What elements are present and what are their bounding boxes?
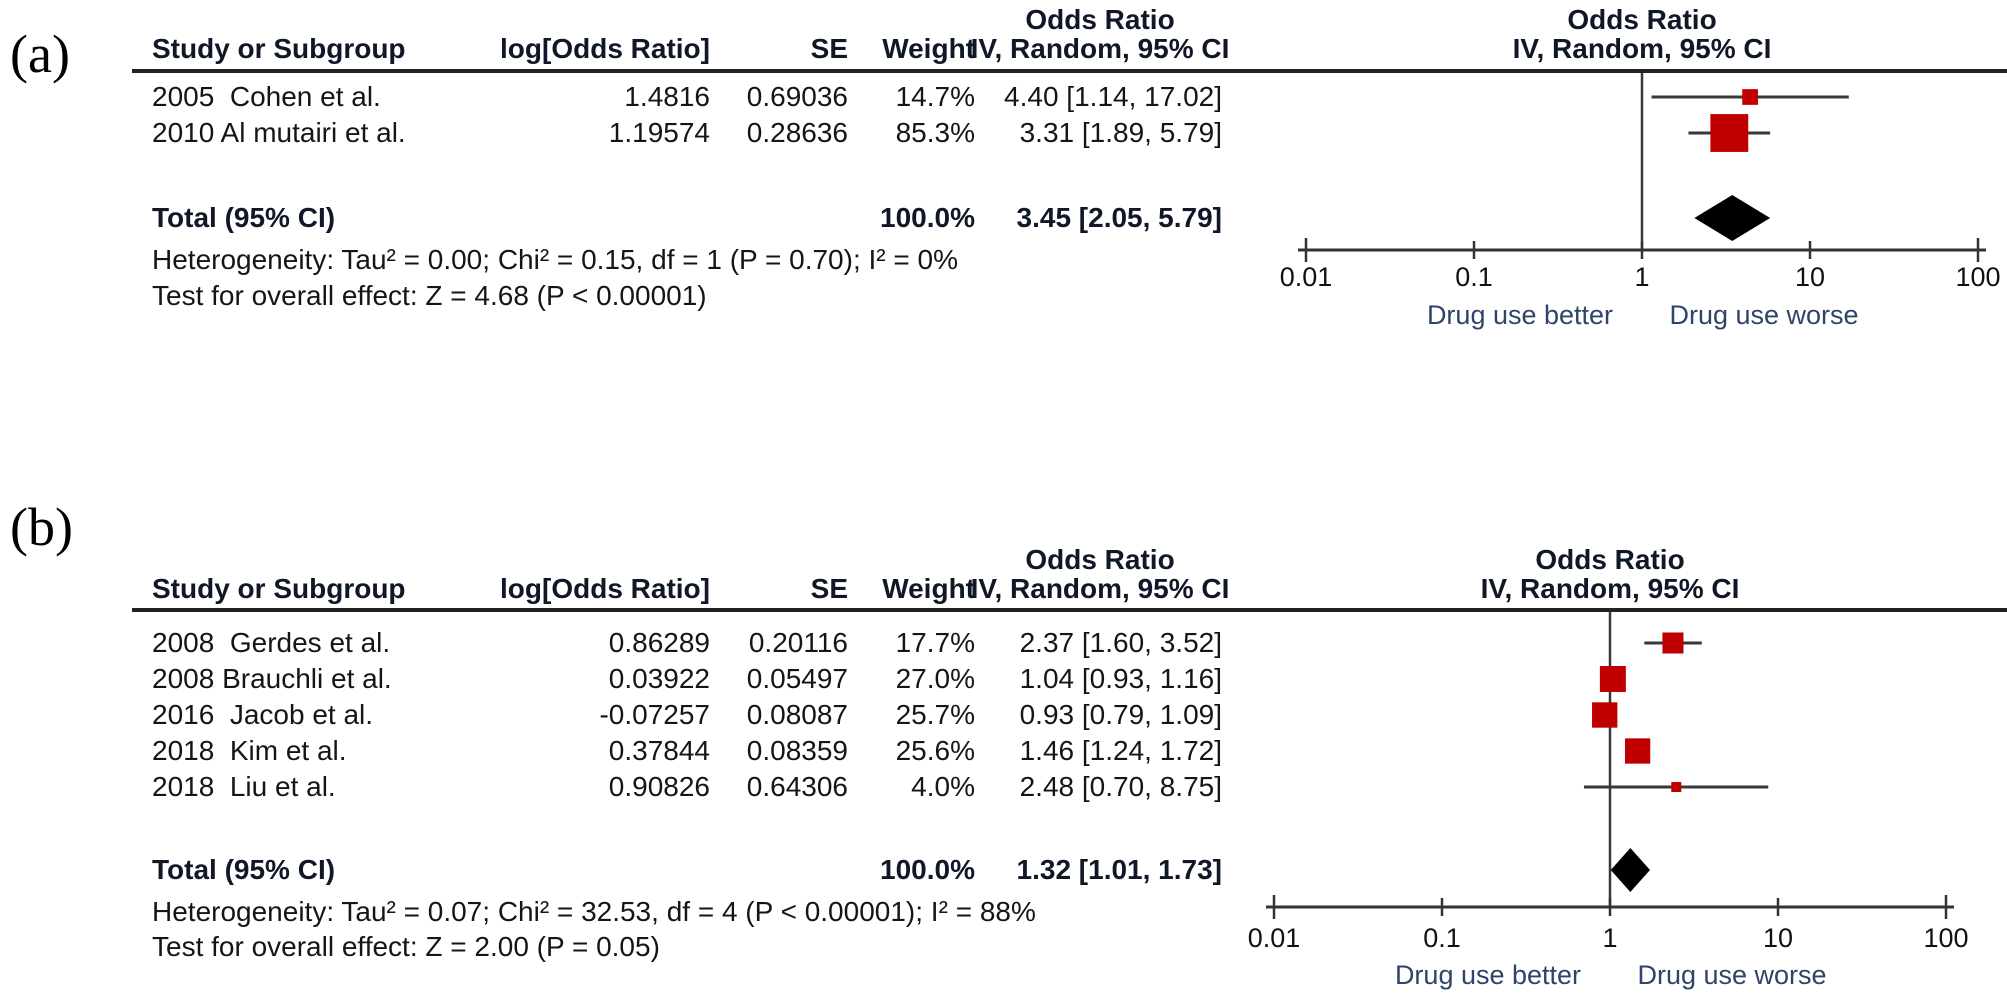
study-se: 0.05497	[746, 663, 848, 694]
panel-b-col-weight: Weight	[882, 573, 975, 604]
axis-left-label: Drug use better	[1427, 300, 1613, 330]
panel-a-header-rule	[132, 69, 2007, 73]
study-weight: 17.7%	[895, 627, 975, 658]
panel-b-label: (b)	[10, 497, 73, 557]
panel-a-heterogeneity: Heterogeneity: Tau² = 0.00; Chi² = 0.15,…	[152, 244, 958, 275]
axis-tick-label: 0.01	[1248, 923, 1301, 953]
study-name: 2018 Kim et al.	[152, 735, 347, 766]
panel-a-col-ci: IV, Random, 95% CI	[970, 33, 1230, 64]
panel-a-col-study: Study or Subgroup	[152, 33, 406, 64]
panel-a-label: (a)	[10, 24, 70, 84]
panel-a-col-log-or: log[Odds Ratio]	[500, 33, 710, 64]
study-log-odds-ratio: 0.90826	[608, 771, 710, 802]
study-ci-text: 4.40 [1.14, 17.02]	[1004, 81, 1222, 112]
panel-a-col-weight: Weight	[882, 33, 975, 64]
panel-b-col-log-or: log[Odds Ratio]	[500, 573, 710, 604]
panel-a-header-odds-ratio-left: Odds Ratio	[1025, 4, 1175, 35]
study-ci-text: 1.04 [0.93, 1.16]	[1019, 663, 1222, 694]
study-name: 2010 Al mutairi et al.	[152, 117, 406, 148]
study-name: 2016 Jacob et al.	[152, 699, 374, 730]
panel-a-overall-effect: Test for overall effect: Z = 4.68 (P < 0…	[152, 280, 707, 311]
weight-square	[1599, 666, 1626, 692]
study-log-odds-ratio: 0.86289	[608, 627, 710, 658]
panel-a-header-odds-ratio-plot: Odds Ratio	[1567, 4, 1717, 35]
axis-right-label: Drug use worse	[1669, 300, 1858, 330]
study-ci-text: 0.93 [0.79, 1.09]	[1019, 699, 1222, 730]
weight-square	[1624, 738, 1651, 764]
axis-tick-label: 1	[1602, 923, 1617, 953]
panel-b-total-label: Total (95% CI)	[152, 854, 336, 885]
study-log-odds-ratio: -0.07257	[599, 699, 710, 730]
study-log-odds-ratio: 1.4816	[624, 81, 710, 112]
study-se: 0.08087	[746, 699, 848, 730]
study-name: 2008 Brauchli et al.	[152, 663, 392, 694]
axis-tick-label: 1	[1634, 262, 1649, 292]
study-weight: 25.6%	[895, 735, 975, 766]
study-name: 2018 Liu et al.	[152, 771, 336, 802]
panel-b-header-odds-ratio-plot: Odds Ratio	[1535, 544, 1685, 575]
axis-tick-label: 10	[1763, 923, 1793, 953]
study-name: 2005 Cohen et al.	[152, 81, 381, 112]
study-weight: 4.0%	[911, 771, 975, 802]
panel-b-col-ci: IV, Random, 95% CI	[970, 573, 1230, 604]
panel-a-total-weight: 100.0%	[880, 202, 975, 233]
study-weight: 25.7%	[895, 699, 975, 730]
axis-tick-label: 100	[1955, 262, 2000, 292]
study-weight: 14.7%	[895, 81, 975, 112]
study-name: 2008 Gerdes et al.	[152, 627, 391, 658]
axis-tick-label: 10	[1795, 262, 1825, 292]
weight-square	[1662, 632, 1684, 654]
axis-right-label: Drug use worse	[1637, 960, 1826, 990]
panel-b-col-study: Study or Subgroup	[152, 573, 406, 604]
axis-tick-label: 0.1	[1423, 923, 1461, 953]
axis-tick-label: 100	[1923, 923, 1968, 953]
study-ci-text: 2.48 [0.70, 8.75]	[1019, 771, 1222, 802]
axis-tick-label: 0.01	[1280, 262, 1333, 292]
panel-b-plot-method: IV, Random, 95% CI	[1480, 573, 1740, 604]
study-se: 0.64306	[746, 771, 848, 802]
study-log-odds-ratio: 0.37844	[608, 735, 710, 766]
panel-b-overall-effect: Test for overall effect: Z = 2.00 (P = 0…	[152, 931, 660, 962]
weight-square	[1742, 89, 1758, 105]
panel-b-header-rule	[132, 608, 2007, 612]
study-ci-text: 1.46 [1.24, 1.72]	[1019, 735, 1222, 766]
study-se: 0.20116	[748, 627, 848, 658]
study-ci-text: 3.31 [1.89, 5.79]	[1019, 117, 1222, 148]
weight-square	[1592, 702, 1618, 728]
panel-b-total-ci: 1.32 [1.01, 1.73]	[1016, 854, 1222, 885]
pooled-diamond	[1610, 848, 1650, 892]
study-se: 0.28636	[746, 117, 848, 148]
study-log-odds-ratio: 0.03922	[608, 663, 710, 694]
axis-tick-label: 0.1	[1455, 262, 1493, 292]
panel-b-header-odds-ratio-left: Odds Ratio	[1025, 544, 1175, 575]
panel-a-total-ci: 3.45 [2.05, 5.79]	[1016, 202, 1222, 233]
study-log-odds-ratio: 1.19574	[608, 117, 710, 148]
study-se: 0.08359	[746, 735, 848, 766]
study-se: 0.69036	[746, 81, 848, 112]
axis-left-label: Drug use better	[1395, 960, 1581, 990]
study-weight: 85.3%	[895, 117, 975, 148]
study-weight: 27.0%	[895, 663, 975, 694]
weight-square	[1671, 782, 1682, 792]
panel-b-total-weight: 100.0%	[880, 854, 975, 885]
panel-a-col-se: SE	[810, 33, 848, 64]
study-ci-text: 2.37 [1.60, 3.52]	[1019, 627, 1222, 658]
panel-b-col-se: SE	[810, 573, 848, 604]
pooled-diamond	[1694, 195, 1771, 241]
panel-a-plot-method: IV, Random, 95% CI	[1512, 33, 1772, 64]
weight-square	[1710, 114, 1749, 152]
panel-a-total-label: Total (95% CI)	[152, 202, 336, 233]
panel-b-heterogeneity: Heterogeneity: Tau² = 0.07; Chi² = 32.53…	[152, 896, 1036, 927]
